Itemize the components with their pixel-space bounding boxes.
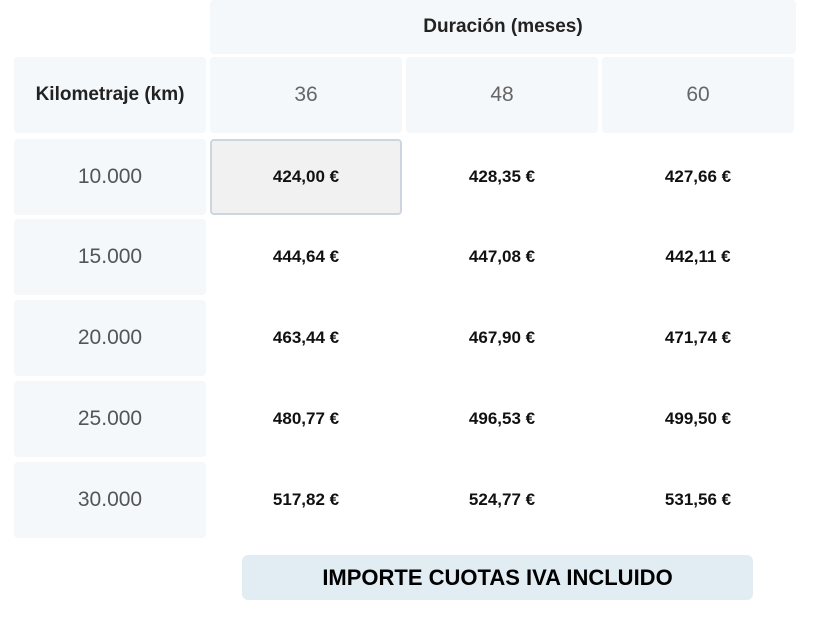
price-cell[interactable]: 471,74 € bbox=[664, 328, 732, 347]
price-cell[interactable]: 427,66 € bbox=[664, 167, 732, 186]
km-row-label: 15.000 bbox=[14, 219, 206, 295]
price-cell-selected[interactable]: 424,00 € bbox=[210, 139, 402, 215]
duration-36-header: 36 bbox=[210, 57, 402, 133]
price-cell[interactable]: 499,50 € bbox=[664, 409, 732, 428]
km-row-label: 25.000 bbox=[14, 381, 206, 457]
price-cell[interactable]: 496,53 € bbox=[468, 409, 536, 428]
price-cell[interactable]: 531,56 € bbox=[664, 490, 732, 509]
vat-included-badge: IMPORTE CUOTAS IVA INCLUIDO bbox=[242, 555, 753, 600]
duration-48-header: 48 bbox=[406, 57, 598, 133]
price-cell[interactable]: 442,11 € bbox=[665, 247, 731, 266]
price-cell[interactable]: 428,35 € bbox=[468, 167, 536, 186]
price-cell[interactable]: 480,77 € bbox=[272, 409, 340, 428]
km-header: Kilometraje (km) bbox=[14, 57, 206, 133]
km-row-label: 10.000 bbox=[14, 139, 206, 215]
price-cell[interactable]: 444,64 € bbox=[272, 247, 340, 266]
price-cell[interactable]: 463,44 € bbox=[272, 328, 340, 347]
duration-60-header: 60 bbox=[602, 57, 794, 133]
km-row-label: 30.000 bbox=[14, 462, 206, 538]
price-cell[interactable]: 524,77 € bbox=[468, 490, 536, 509]
km-row-label: 20.000 bbox=[14, 300, 206, 376]
price-cell[interactable]: 447,08 € bbox=[468, 247, 536, 266]
duration-header: Duración (meses) bbox=[210, 0, 796, 54]
price-cell[interactable]: 517,82 € bbox=[272, 490, 340, 509]
price-cell[interactable]: 467,90 € bbox=[468, 328, 536, 347]
